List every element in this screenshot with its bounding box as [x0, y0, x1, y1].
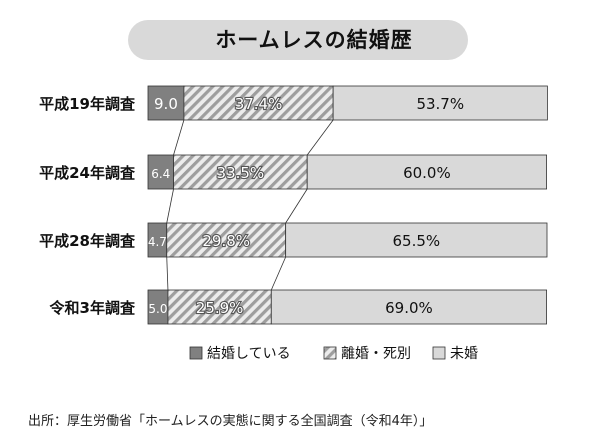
bar-segment: [332, 85, 548, 121]
connector-line: [270, 256, 287, 291]
legend-swatch: [323, 346, 337, 360]
category-label: 平成24年調査: [39, 164, 136, 182]
category-label: 令和3年調査: [50, 299, 136, 317]
source-note: 出所：厚生労働省「ホームレスの実態に関する全国調査（令和4年）」: [28, 414, 433, 429]
data-label: 4.7: [148, 235, 167, 249]
category-label: 平成19年調査: [39, 95, 136, 113]
data-label: 9.0: [154, 95, 178, 113]
category-label: 平成28年調査: [39, 232, 136, 250]
data-label: 6.4: [151, 167, 170, 181]
data-label: 5.0: [148, 302, 167, 316]
connector-line: [173, 119, 185, 156]
bar-segment: [173, 154, 308, 190]
data-label: 33.5%: [217, 164, 265, 182]
bar-segment: [270, 289, 548, 325]
chart-title: ホームレスの結婚歴: [215, 28, 413, 52]
legend-swatch: [189, 346, 203, 360]
legend-label: 未婚: [450, 346, 478, 362]
bar-segment: [306, 154, 548, 190]
data-label: 69.0%: [385, 299, 433, 317]
legend-swatch: [432, 346, 446, 360]
bar-segment: [167, 289, 272, 325]
bar-segment: [166, 222, 287, 258]
connector-line: [306, 119, 334, 156]
data-label: 25.9%: [196, 299, 244, 317]
title-pill: [128, 20, 468, 60]
legend-label: 離婚・死別: [341, 345, 411, 362]
bar-segment: [147, 154, 174, 190]
connector-line: [285, 188, 308, 224]
connector-line: [166, 256, 169, 291]
data-label: 53.7%: [416, 95, 464, 113]
data-label: 65.5%: [392, 232, 440, 250]
connector-line: [166, 188, 174, 224]
legend-label: 結婚している: [207, 346, 291, 362]
data-label: 37.4%: [235, 95, 283, 113]
bar-segment: [285, 222, 548, 258]
data-label: 60.0%: [403, 164, 451, 182]
data-label: 29.8%: [202, 232, 250, 250]
bar-segment: [147, 85, 185, 121]
